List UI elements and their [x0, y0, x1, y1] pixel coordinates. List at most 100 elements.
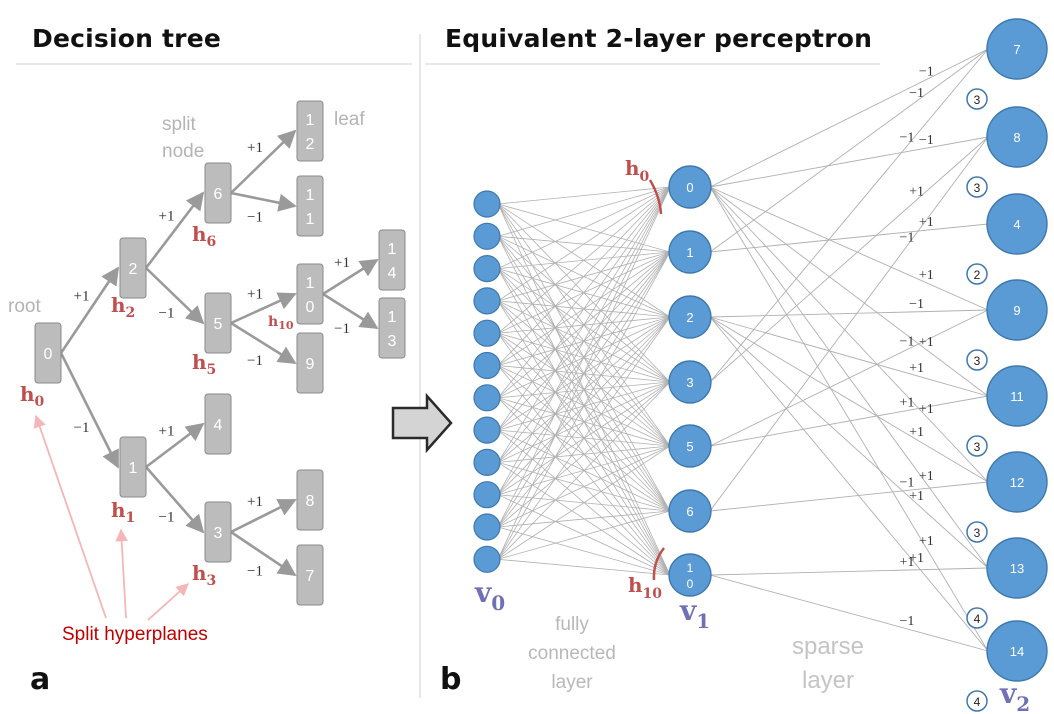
output-neuron-label-8: 8 [1013, 130, 1020, 145]
fc-edge-11-6 [497, 510, 671, 560]
sparse-edge-1-4 [709, 223, 989, 253]
sparse-edge-5-9 [709, 309, 989, 447]
v-label-v0: v0 [474, 576, 505, 615]
tree-node-label-10-bottom: 0 [306, 299, 315, 316]
tree-edge-sign-5-9: −1 [247, 353, 263, 369]
output-neuron-label-4: 4 [1013, 217, 1020, 232]
sparse-edge-sign-10-13: +1 [900, 555, 915, 570]
sparse-edge-0-9 [709, 186, 989, 311]
sparse-edge-sign-0-12: +1 [919, 402, 934, 417]
v-label-v1-subscript: 1 [696, 609, 710, 633]
sparse-edge-10-13 [709, 567, 989, 576]
hidden-neuron-label-3: 3 [686, 375, 693, 390]
tree-node-label-12-bottom: 2 [306, 136, 315, 153]
output-neuron-label-9: 9 [1013, 303, 1020, 318]
tree-node-label-13-bottom: 3 [388, 333, 397, 350]
tree-edge-sign-6-11: −1 [247, 210, 263, 226]
hyperplane-label-h3: h3 [192, 561, 216, 589]
v-label-v0-subscript: 0 [491, 591, 505, 615]
hidden-neuron-label-10-top: 1 [687, 561, 694, 575]
fc-edge-4-0 [497, 186, 671, 334]
sparse-edge-sign-5-11: +1 [900, 396, 915, 411]
output-depth-badge-8 [966, 176, 988, 198]
fc-edge-11-1 [497, 251, 671, 560]
output-neuron-9 [986, 279, 1048, 341]
hidden-neuron-0 [668, 165, 712, 209]
hyperplane-label-h0-subscript: 0 [35, 394, 45, 410]
fc-edge-2-0 [497, 186, 671, 269]
fc-edge-0-0 [497, 186, 671, 205]
tree-node-label-6: 6 [214, 186, 223, 203]
fc-edge-10-0 [497, 186, 671, 528]
transform-arrow-group [391, 392, 453, 454]
tree-edge-2-6 [144, 191, 205, 269]
sparse-edge-sign-3-7: −1 [900, 131, 915, 146]
hyperplane-label-h10: h10 [268, 314, 294, 332]
sparse-edge-sign-1-4: +1 [919, 215, 934, 230]
fc-edge-10-1 [497, 251, 671, 528]
tree-edge-1-4 [145, 422, 205, 469]
tree-node-label-8: 8 [306, 493, 315, 510]
tree-node-label-7: 7 [306, 568, 315, 585]
fully-connected-label: fully connected layer [520, 610, 624, 697]
sparse-edge-0-8 [709, 136, 989, 188]
sparse-edge-2-9 [709, 309, 989, 318]
hyperplane-label-h10-subscript: 10 [278, 319, 294, 332]
tree-node-label-10-top: 1 [306, 275, 315, 292]
output-neuron-8 [986, 106, 1048, 168]
sparse-layer-line-1: sparse [791, 633, 865, 660]
fc-edge-10-5 [497, 445, 671, 528]
sparse-edge-sign-5-9: −1 [900, 334, 915, 349]
output-neuron-12 [986, 451, 1048, 513]
input-neuron-5 [473, 351, 501, 380]
tree-node-14 [378, 229, 406, 291]
sparse-edge-2-13 [709, 316, 989, 569]
hidden-neuron-label-1: 1 [686, 245, 693, 260]
transform-arrow [391, 392, 453, 454]
tree-edge-sign-0-1: −1 [74, 420, 90, 436]
sparse-edge-sign-6-8: −1 [900, 230, 915, 245]
split-node-line-1: split [162, 114, 196, 135]
tree-node-12 [296, 100, 324, 162]
tree-edge-5-9 [230, 321, 297, 365]
sparse-edge-5-11 [709, 395, 989, 447]
tree-edge-sign-10-14: +1 [334, 255, 350, 271]
tree-edge-sign-2-6: +1 [159, 209, 175, 225]
output-depth-badge-4 [966, 263, 988, 285]
sparse-edge-sign-2-9: −1 [909, 297, 924, 312]
fc-edge-11-2 [497, 316, 671, 560]
v-label-v2-subscript: 2 [1016, 692, 1030, 714]
tree-edge-sign-1-4: +1 [159, 424, 175, 440]
hyperplane-label-h6-subscript: 6 [207, 234, 217, 250]
tree-edge-6-12 [230, 129, 297, 194]
tree-node-label-13-top: 1 [388, 309, 397, 326]
hyperplane-arrow-to-h1 [115, 528, 128, 619]
tree-edge-0-1 [59, 352, 120, 469]
fully-connected-edges [497, 186, 671, 576]
sparse-edge-sign-10-14: −1 [900, 614, 915, 629]
output-depth-label-12: 3 [974, 526, 981, 540]
tree-node-label-4: 4 [214, 417, 223, 434]
output-depth-label-11: 3 [974, 440, 981, 454]
sparse-edge-0-14 [709, 186, 989, 652]
input-neuron-10 [473, 513, 501, 541]
split-node-line-2: node [162, 141, 205, 162]
fc-edge-11-5 [497, 445, 671, 560]
output-depth-badge-12 [966, 521, 988, 543]
fc-edge-10-10 [497, 526, 671, 576]
hidden-neuron-label-2: 2 [686, 310, 693, 325]
fc-edge-11-0 [497, 186, 671, 560]
fc-edge-5-0 [497, 186, 671, 366]
hyperplane-label-h2-subscript: 2 [126, 305, 136, 321]
sparse-edge-6-12 [709, 481, 989, 512]
tree-edge-sign-6-12: +1 [247, 140, 263, 156]
tree-edge-sign-10-13: −1 [334, 321, 350, 337]
tree-edge-10-14 [322, 258, 379, 296]
sparse-edge-sign-2-14: +1 [909, 551, 924, 566]
v-label-v1: v1 [679, 594, 710, 633]
hidden-neuron-label-6: 6 [686, 504, 693, 519]
sparse-edge-sign-0-11: +1 [919, 335, 934, 350]
tree-node-13 [378, 297, 406, 359]
